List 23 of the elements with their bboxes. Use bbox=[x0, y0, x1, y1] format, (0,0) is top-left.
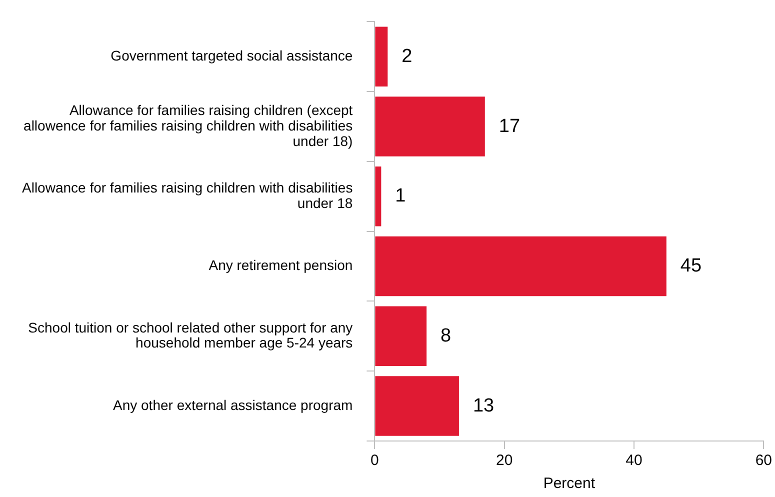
y-tick-label: Government targeted social assistance bbox=[110, 48, 353, 64]
y-tick-label: School tuition or school related other support for any household member age 5-24 years bbox=[28, 319, 353, 351]
x-tick-label: 0 bbox=[370, 452, 379, 470]
y-tick-label: Allowance for families raising children (except allowence for families raising children with disabilities under 18) bbox=[24, 102, 353, 149]
bar bbox=[375, 26, 388, 87]
x-axis-title: Percent bbox=[543, 475, 596, 492]
x-tick-label: 60 bbox=[755, 452, 772, 470]
data-label: 2 bbox=[402, 46, 412, 67]
data-label: 8 bbox=[440, 325, 452, 346]
data-label: 1 bbox=[395, 186, 406, 207]
x-tick-label: 20 bbox=[496, 452, 513, 470]
bar bbox=[375, 306, 427, 366]
y-tick-label: Any other external assistance program bbox=[113, 396, 353, 413]
bar bbox=[375, 236, 666, 296]
bar bbox=[375, 166, 382, 226]
y-tick-label: Any retirement pension bbox=[208, 257, 353, 274]
y-tick-label: Allowance for families raising children with disabilities under 18 bbox=[22, 180, 353, 211]
data-label: 17 bbox=[498, 116, 520, 137]
data-label: 45 bbox=[680, 256, 702, 277]
data-label: 13 bbox=[472, 395, 494, 416]
bar bbox=[375, 96, 485, 156]
bar bbox=[375, 376, 459, 436]
x-tick-label: 40 bbox=[626, 452, 642, 470]
